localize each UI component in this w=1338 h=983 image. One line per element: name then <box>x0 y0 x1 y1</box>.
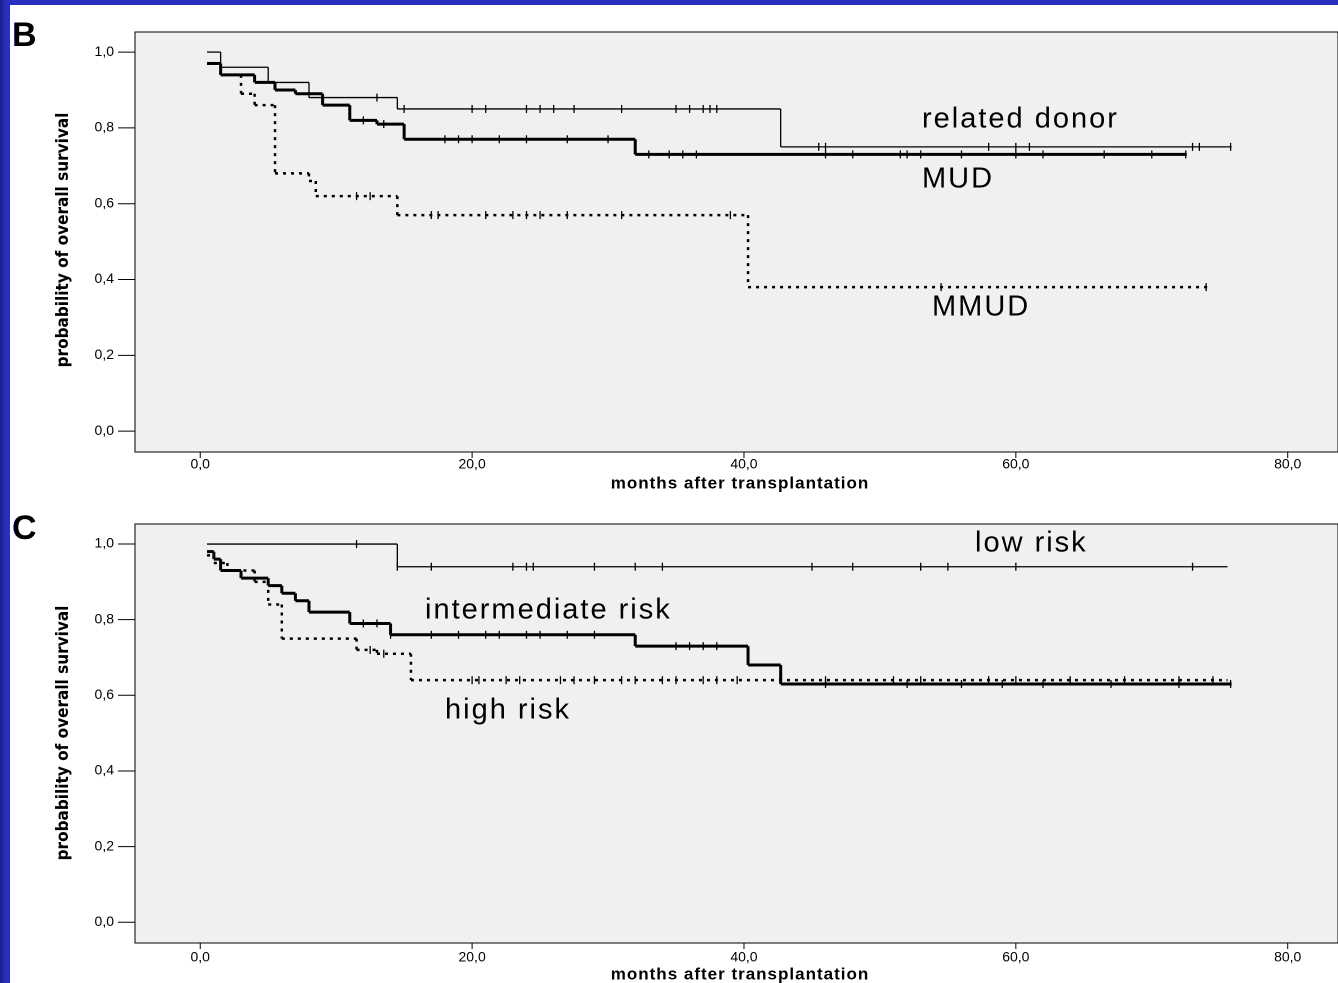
y-tick-label: 0,6 <box>95 686 115 702</box>
x-tick-label: 60,0 <box>1002 456 1029 472</box>
y-tick-label: 0,8 <box>95 610 115 626</box>
x-tick-label: 80,0 <box>1274 949 1301 965</box>
survival-step <box>226 562 255 572</box>
y-tick-label: 0,0 <box>95 913 115 929</box>
x-tick-label: 80,0 <box>1274 456 1301 472</box>
survival-step <box>212 555 228 565</box>
series-label: intermediate risk <box>425 594 672 626</box>
survival-step <box>253 570 269 584</box>
y-tick-label: 0,0 <box>95 422 115 438</box>
plot-area <box>134 523 1338 944</box>
y-tick-label: 0,8 <box>95 119 115 135</box>
x-tick-label: 0,0 <box>191 456 211 472</box>
survival-step <box>402 124 636 141</box>
survival-step <box>239 74 255 96</box>
survival-step <box>266 581 282 606</box>
series-label: related donor <box>922 103 1119 135</box>
survival-step <box>253 93 276 107</box>
survival-step <box>280 585 296 595</box>
y-tick-label: 1,0 <box>95 43 115 59</box>
y-axis-title: probability of overall survival <box>53 606 73 861</box>
x-tick-label: 60,0 <box>1002 949 1029 965</box>
survival-step <box>321 93 350 107</box>
survival-step <box>780 108 1231 148</box>
survival-step <box>348 612 391 625</box>
panel-label: B <box>12 16 37 54</box>
survival-step <box>375 649 411 655</box>
series-label: low risk <box>975 527 1088 559</box>
survival-step <box>307 173 316 183</box>
survival-step <box>375 120 405 126</box>
x-tick-label: 20,0 <box>458 456 485 472</box>
survival-step <box>253 74 276 84</box>
y-tick-label: 0,4 <box>95 762 115 778</box>
y-axis-title: probability of overall survival <box>53 113 73 368</box>
x-tick-label: 40,0 <box>730 949 757 965</box>
series-label: high risk <box>445 694 571 726</box>
survival-step <box>273 105 309 175</box>
y-tick-label: 1,0 <box>95 535 115 551</box>
survival-step <box>307 600 350 614</box>
survival-step <box>293 89 323 96</box>
x-tick-label: 0,0 <box>191 949 211 965</box>
y-tick-label: 0,2 <box>95 837 115 853</box>
survival-step <box>396 196 749 217</box>
panel-label: C <box>12 509 37 547</box>
plot-area <box>134 31 1338 453</box>
y-tick-label: 0,2 <box>95 346 115 362</box>
survival-step <box>219 63 242 77</box>
x-tick-label: 20,0 <box>458 949 485 965</box>
survival-step <box>293 593 309 603</box>
x-axis-title: months after transplantation <box>611 964 869 983</box>
x-tick-label: 40,0 <box>730 456 757 472</box>
y-tick-label: 0,6 <box>95 194 115 210</box>
survival-step <box>633 139 1186 156</box>
y-tick-label: 0,4 <box>95 270 115 286</box>
survival-step <box>273 82 296 92</box>
x-axis-title: months after transplantation <box>611 473 869 492</box>
survival-step <box>355 638 377 652</box>
survival-step <box>280 604 357 640</box>
survival-step <box>746 646 781 667</box>
series-label: MMUD <box>932 291 1030 323</box>
survival-step <box>633 634 749 648</box>
series-label: MUD <box>922 163 994 195</box>
survival-step <box>239 570 269 580</box>
